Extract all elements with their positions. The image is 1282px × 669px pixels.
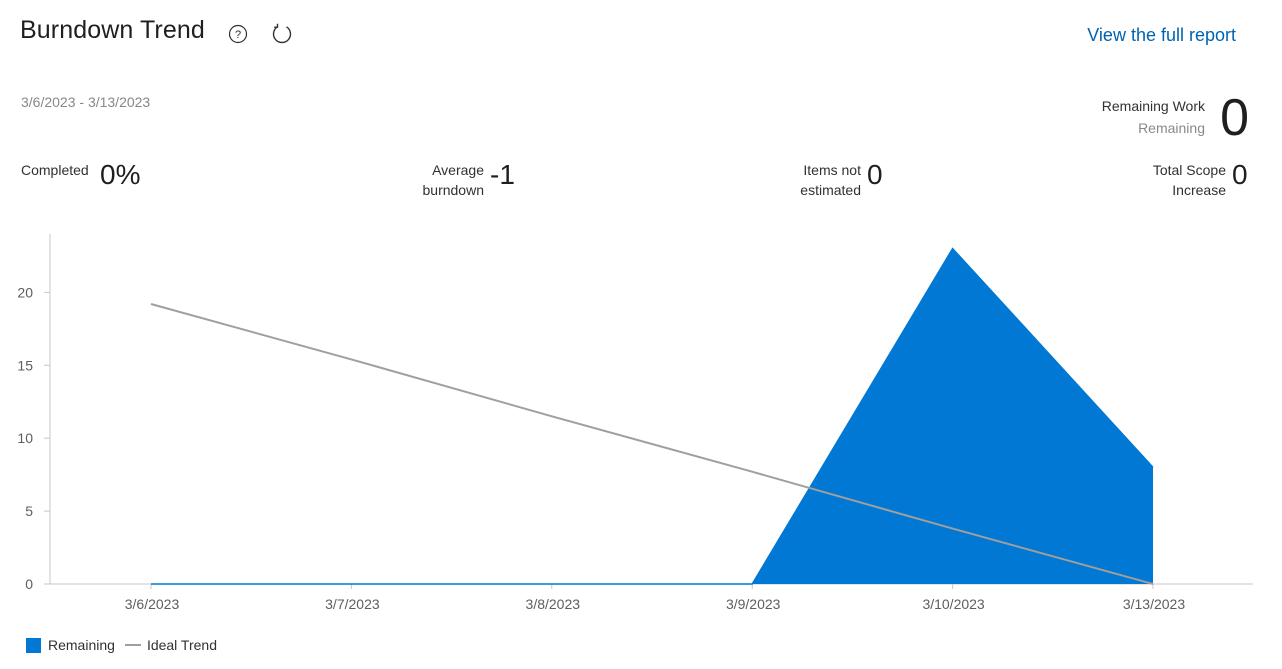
remaining-work-label: Remaining Work xyxy=(1101,98,1205,114)
items-not-estimated-value: 0 xyxy=(867,159,883,190)
x-tick-label: 3/13/2023 xyxy=(1123,596,1185,612)
date-range: 3/6/2023 - 3/13/2023 xyxy=(21,94,151,110)
y-tick-label: 5 xyxy=(25,503,33,519)
remaining-work-value: 0 xyxy=(1220,89,1249,147)
view-full-report-link[interactable]: View the full report xyxy=(1087,25,1236,45)
legend-remaining-label: Remaining xyxy=(48,637,115,653)
remaining-area xyxy=(151,248,1153,585)
svg-text:?: ? xyxy=(235,29,241,41)
legend-ideal-trend-line xyxy=(124,644,141,646)
scope-increase-label-line2: Increase xyxy=(1172,182,1226,198)
legend-remaining-swatch xyxy=(26,637,41,653)
y-tick-label: 0 xyxy=(25,576,33,592)
remaining-line xyxy=(151,247,1154,585)
completed-value: 0% xyxy=(100,159,141,190)
y-tick-label: 20 xyxy=(17,284,33,300)
x-tick-label: 3/9/2023 xyxy=(726,596,781,612)
scope-increase-label: Total Scope Increase xyxy=(1153,160,1226,200)
legend-ideal-trend-label: Ideal Trend xyxy=(146,637,217,653)
remaining-work-sublabel: Remaining xyxy=(1138,120,1205,136)
completed-label: Completed xyxy=(21,162,89,178)
x-tick-label: 3/6/2023 xyxy=(125,596,180,612)
ideal-trend-line xyxy=(150,303,1154,585)
avg-burndown-label: Average burndown xyxy=(423,160,485,200)
widget-title: Burndown Trend xyxy=(20,16,205,44)
y-tick-label: 10 xyxy=(17,430,33,446)
scope-increase-value: 0 xyxy=(1232,159,1248,190)
y-tick-label: 15 xyxy=(17,357,33,373)
avg-burndown-label-line1: Average xyxy=(432,162,484,178)
items-not-estimated-label-line2: estimated xyxy=(800,182,861,198)
avg-burndown-label-line2: burndown xyxy=(422,182,485,198)
refresh-icon[interactable] xyxy=(270,22,294,46)
x-tick-label: 3/7/2023 xyxy=(325,596,380,612)
items-not-estimated-label-line1: Items not xyxy=(803,162,861,178)
x-tick-label: 3/8/2023 xyxy=(526,596,581,612)
x-tick-label: 3/10/2023 xyxy=(922,596,984,612)
items-not-estimated-label: Items not estimated xyxy=(800,160,861,200)
avg-burndown-value: -1 xyxy=(490,159,515,190)
scope-increase-label-line1: Total Scope xyxy=(1152,162,1226,178)
chart-legend: Remaining Ideal Trend xyxy=(26,637,217,653)
help-icon[interactable]: ? xyxy=(228,24,248,44)
